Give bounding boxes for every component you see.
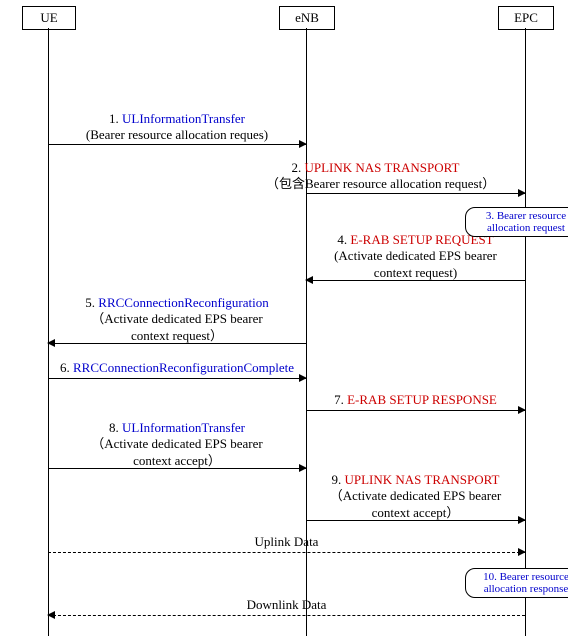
message-arrow [48, 144, 306, 145]
self-event: 3. Bearer resourceallocation request [465, 207, 568, 237]
message-arrow [48, 552, 525, 553]
sequence-diagram: UE eNB EPC 1. ULInformationTransfer(Bear… [0, 0, 568, 644]
message-arrow [306, 193, 525, 194]
actor-label: UE [40, 10, 57, 26]
actor-box-ue: UE [22, 6, 76, 30]
message-arrow [306, 410, 525, 411]
message-arrow [48, 615, 525, 616]
actor-label: EPC [514, 10, 538, 26]
actor-box-epc: EPC [498, 6, 554, 30]
message-label: 9. UPLINK NAS TRANSPORT（Activate dedicat… [306, 472, 525, 521]
message-label: 7. E-RAB SETUP RESPONSE [306, 392, 525, 408]
message-label: 6. RRCConnectionReconfigurationComplete [28, 360, 326, 376]
message-label: 2. UPLINK NAS TRANSPORT（包含Bearer resourc… [266, 160, 485, 193]
lifeline-epc [525, 28, 526, 636]
message-label: Downlink Data [48, 597, 525, 613]
message-label: 1. ULInformationTransfer(Bearer resource… [48, 111, 306, 144]
message-label: 8. ULInformationTransfer（Activate dedica… [48, 420, 306, 469]
message-label: 5. RRCConnectionReconfiguration（Activate… [48, 295, 306, 344]
message-label: 4. E-RAB SETUP REQUEST(Activate dedicate… [306, 232, 525, 281]
self-event: 10. Bearer resourceallocation response [465, 568, 568, 598]
message-label: Uplink Data [48, 534, 525, 550]
actor-label: eNB [295, 10, 319, 26]
actor-box-enb: eNB [279, 6, 335, 30]
message-arrow [48, 378, 306, 379]
